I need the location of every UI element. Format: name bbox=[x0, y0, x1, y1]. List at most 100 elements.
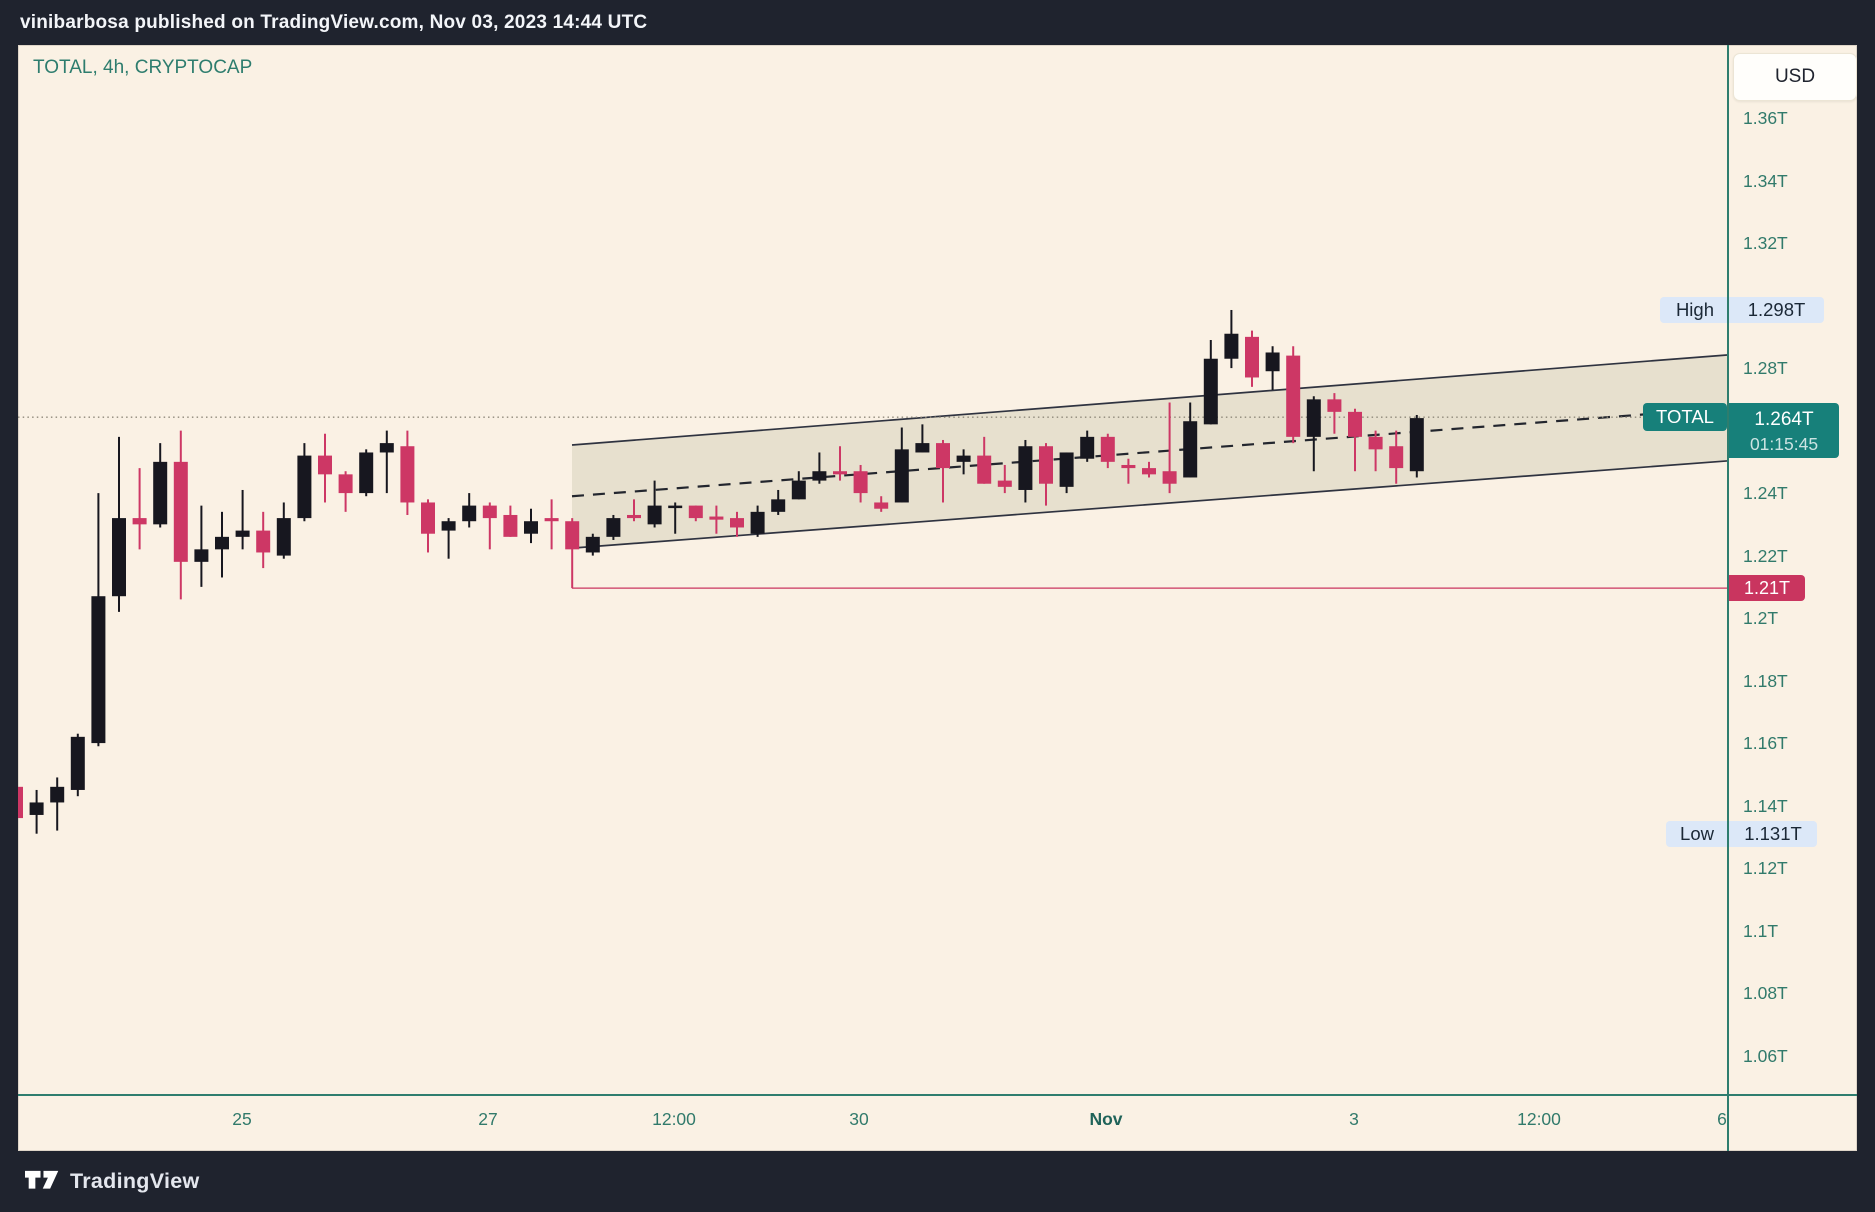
candle-body bbox=[1183, 421, 1198, 478]
candle-body bbox=[606, 518, 621, 537]
time-tick-label: 12:00 bbox=[1517, 1109, 1561, 1129]
candle-body bbox=[256, 530, 271, 553]
candle-body bbox=[915, 443, 930, 453]
attribution-text: vinibarbosa published on TradingView.com… bbox=[20, 11, 648, 33]
candle-body bbox=[462, 505, 477, 522]
attribution-bar: vinibarbosa published on TradingView.com… bbox=[0, 0, 1875, 45]
candle-body bbox=[379, 443, 394, 453]
candle-body bbox=[1121, 464, 1136, 469]
price-tick-label: 1.2T bbox=[1743, 608, 1779, 629]
candle-body bbox=[503, 514, 518, 537]
time-tick-label: Nov bbox=[1089, 1109, 1123, 1129]
price-tick-label: 1.32T bbox=[1743, 233, 1788, 254]
candle-body bbox=[1224, 333, 1239, 359]
candle-body bbox=[400, 446, 415, 503]
candle-body bbox=[668, 505, 683, 509]
candle-body bbox=[1203, 358, 1218, 425]
price-tick-label: 1.22T bbox=[1743, 545, 1788, 566]
last-price-value: 1.264T bbox=[1754, 408, 1814, 430]
candle-body bbox=[132, 518, 147, 525]
candlestick-plot[interactable] bbox=[18, 45, 1727, 1094]
candle-body bbox=[688, 505, 703, 519]
price-tick-label: 1.14T bbox=[1743, 795, 1788, 816]
price-tick-label: 1.24T bbox=[1743, 483, 1788, 504]
price-tick-label: 1.34T bbox=[1743, 170, 1788, 191]
candle-body bbox=[791, 480, 806, 500]
candle-body bbox=[276, 518, 291, 556]
price-tick-label: 1.36T bbox=[1743, 108, 1788, 129]
candle-body bbox=[1389, 446, 1404, 469]
candle-body bbox=[50, 786, 65, 803]
candle-body bbox=[936, 443, 950, 469]
time-tick-label: 25 bbox=[232, 1109, 252, 1129]
price-tick-label: 1.28T bbox=[1743, 358, 1788, 379]
candle-body bbox=[441, 521, 456, 531]
candle-body bbox=[565, 521, 580, 550]
candle-body bbox=[1348, 411, 1362, 437]
candle-body bbox=[1306, 399, 1321, 437]
candle-body bbox=[1265, 352, 1280, 372]
tradingview-logo-text[interactable]: TradingView bbox=[70, 1169, 200, 1193]
price-tick-label: 1.1T bbox=[1743, 920, 1779, 941]
candle-body bbox=[956, 455, 971, 462]
price-tick-label: 1.06T bbox=[1743, 1045, 1788, 1066]
candle-body bbox=[544, 518, 559, 522]
candle-body bbox=[771, 499, 786, 512]
channel-fill[interactable] bbox=[572, 354, 1727, 549]
time-tick-label: 12:00 bbox=[652, 1109, 696, 1129]
time-axis-line bbox=[18, 1094, 1857, 1096]
candle-body bbox=[1368, 436, 1383, 450]
time-tick-label: 3 bbox=[1349, 1109, 1359, 1129]
candle-body bbox=[750, 511, 765, 534]
candle-body bbox=[1018, 446, 1033, 490]
candle-body bbox=[647, 505, 662, 525]
candle-body bbox=[853, 471, 868, 494]
price-scale[interactable]: 1.36T 1.34T 1.32T 1.28T 1.24T 1.22T 1.2T 1.18T 1… bbox=[1729, 45, 1857, 1094]
candle-body bbox=[1162, 471, 1177, 484]
candle-body bbox=[173, 461, 188, 562]
candle-body bbox=[874, 502, 889, 509]
candle-body bbox=[730, 518, 744, 528]
candle-body bbox=[318, 455, 332, 475]
candle-body bbox=[421, 502, 435, 534]
candle-body bbox=[338, 474, 353, 494]
candle-body bbox=[194, 549, 209, 562]
candle-body bbox=[709, 516, 724, 520]
candle-body bbox=[297, 455, 312, 519]
high-value-badge: 1.298T bbox=[1729, 296, 1824, 323]
candle-body bbox=[1409, 418, 1424, 472]
candle-body bbox=[585, 536, 600, 553]
candle-body bbox=[627, 514, 641, 519]
candle-body bbox=[1327, 399, 1342, 412]
symbol-title[interactable]: TOTAL, 4h, CRYPTOCAP bbox=[33, 57, 253, 78]
price-tick-label: 1.12T bbox=[1743, 858, 1788, 879]
candle-body bbox=[153, 461, 168, 525]
candle-body bbox=[1080, 436, 1095, 459]
candle-body bbox=[18, 786, 23, 819]
level-price-badge: 1.21T bbox=[1729, 575, 1805, 602]
candle-body bbox=[1286, 355, 1301, 437]
channel-mid-dashed-line[interactable] bbox=[571, 407, 1727, 498]
candle-body bbox=[215, 536, 229, 550]
candle-body bbox=[977, 455, 992, 484]
currency-button[interactable]: USD bbox=[1733, 53, 1857, 101]
chart-frame: TOTAL, 4h, CRYPTOCAP 1.36T 1.34T 1.32T 1.28… bbox=[18, 45, 1857, 1151]
candle-body bbox=[70, 736, 85, 790]
price-tick-label: 1.18T bbox=[1743, 670, 1788, 691]
candle-body bbox=[894, 449, 909, 503]
high-label: High bbox=[1660, 296, 1727, 323]
time-scale[interactable]: 25 27 12:00 30 Nov 3 12:00 6 bbox=[18, 1096, 1857, 1151]
low-label: Low bbox=[1666, 820, 1727, 847]
price-axis-line bbox=[1727, 45, 1729, 1151]
candle-body bbox=[29, 802, 44, 815]
channel-top-line[interactable] bbox=[571, 354, 1727, 446]
last-price-symbol-badge: TOTAL bbox=[1643, 403, 1727, 432]
candle-body bbox=[812, 471, 827, 481]
candle-body bbox=[112, 518, 126, 597]
candle-body bbox=[1039, 446, 1053, 484]
candle-body bbox=[997, 480, 1012, 487]
time-tick-label: 30 bbox=[849, 1109, 869, 1129]
low-value-badge: 1.131T bbox=[1729, 820, 1817, 847]
tradingview-logo-icon[interactable] bbox=[25, 1170, 59, 1194]
